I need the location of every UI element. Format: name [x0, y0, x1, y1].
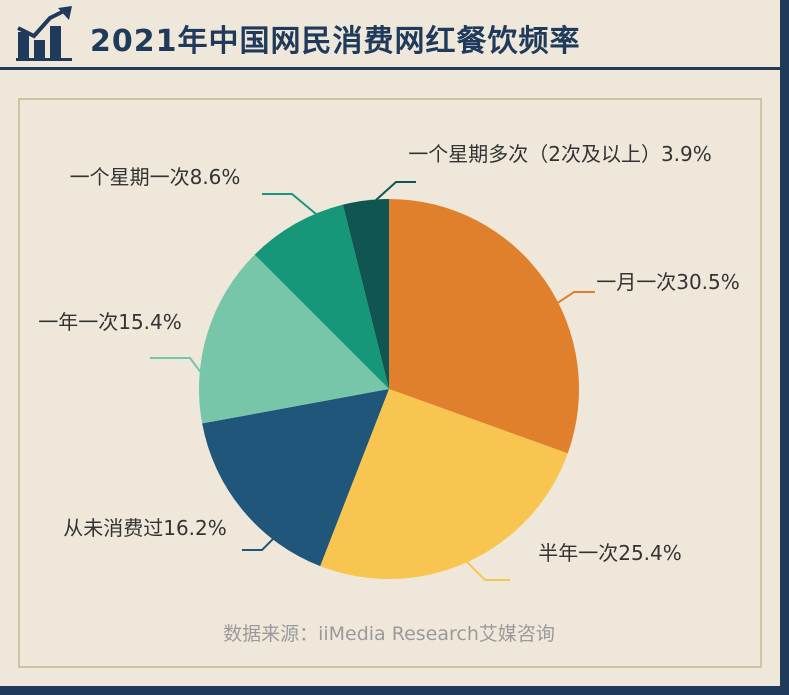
leader-line	[552, 291, 595, 307]
page-title: 2021年中国网民消费网红餐饮频率	[90, 24, 581, 59]
slice-label: 一个星期多次（2次及以上）3.9%	[408, 142, 712, 166]
pie-slice	[342, 199, 389, 389]
slice-label: 一月一次30.5%	[596, 270, 740, 294]
slice-label: 半年一次25.4%	[538, 541, 682, 565]
source-text: 数据来源：iiMedia Research艾媒咨询	[223, 623, 555, 645]
slice-label: 从未消费过16.2%	[63, 516, 227, 540]
pie-slice	[199, 254, 389, 424]
leader-line	[457, 552, 510, 581]
leader-line	[150, 357, 206, 379]
leader-line	[375, 181, 416, 201]
pie-chart: 一月一次30.5% 半年一次25.4% 从未消费过16.2% 一年一次15.4% 一个星…	[38, 142, 740, 645]
slice-label: 一个星期一次8.6%	[70, 165, 241, 189]
leader-line	[262, 193, 317, 215]
slice-label: 一年一次15.4%	[38, 310, 182, 334]
pie-slice	[389, 199, 579, 454]
pie-slice	[254, 204, 389, 389]
pie-slice	[320, 389, 568, 579]
pie-slice	[202, 389, 389, 567]
leader-line	[242, 531, 281, 551]
bar-chart-trend-icon	[16, 6, 72, 61]
chart-frame	[18, 98, 762, 668]
chart-card: 2021年中国网民消费网红餐饮频率 一月一次30.5% 半年一次25.4% 从未消费…	[0, 0, 780, 686]
header-bar: 2021年中国网民消费网红餐饮频率	[0, 0, 780, 70]
